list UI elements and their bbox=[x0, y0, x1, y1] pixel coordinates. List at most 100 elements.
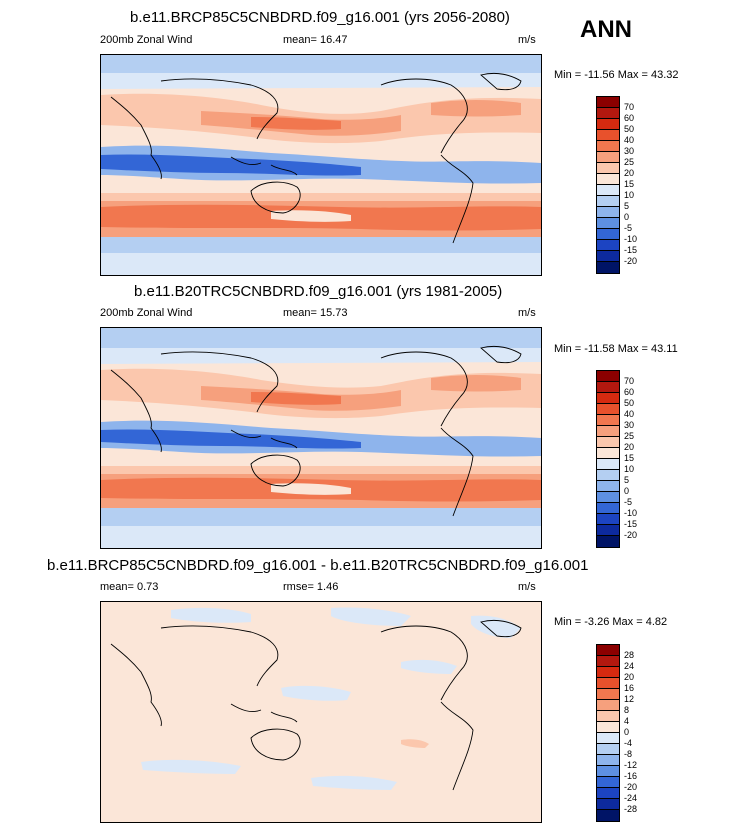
panel3-anomaly-1 bbox=[171, 607, 251, 623]
colorbar-tick-label: 10 bbox=[624, 464, 635, 474]
panel1-map-plot bbox=[101, 55, 541, 275]
colorbar-tick-label: 60 bbox=[624, 387, 635, 397]
colorbar-swatch bbox=[597, 777, 619, 788]
panel1-subpolar-band bbox=[101, 73, 541, 89]
panel2-variable-label: 200mb Zonal Wind bbox=[100, 307, 193, 319]
colorbar-swatch bbox=[597, 481, 619, 492]
panel3-anomaly-6 bbox=[141, 759, 241, 774]
panel2-subpolar-band bbox=[101, 348, 541, 364]
colorbar-tick-label: 16 bbox=[624, 683, 635, 693]
colorbar-swatch bbox=[597, 229, 619, 240]
colorbar-swatch bbox=[597, 459, 619, 470]
colorbar-tick-label: -20 bbox=[624, 782, 638, 792]
colorbar-swatch bbox=[597, 525, 619, 536]
panel3-coast-africa bbox=[110, 643, 162, 727]
colorbar-tick-label: 0 bbox=[624, 212, 630, 222]
colorbar-tick-label: -12 bbox=[624, 760, 638, 770]
colorbar-tick-label: -28 bbox=[624, 804, 638, 814]
panel1-title: b.e11.BRCP85C5CNBDRD.f09_g16.001 (yrs 20… bbox=[130, 9, 510, 26]
colorbar-swatch bbox=[597, 492, 619, 503]
colorbar-swatch bbox=[597, 108, 619, 119]
panel3-colorbar bbox=[596, 644, 620, 822]
colorbar-tick-label: 50 bbox=[624, 398, 635, 408]
panel2-antarctic-edge bbox=[101, 526, 541, 548]
panel1-minmax: Min = -11.56 Max = 43.32 bbox=[554, 69, 679, 81]
colorbar-tick-label: -5 bbox=[624, 497, 633, 507]
colorbar-swatch bbox=[597, 97, 619, 108]
panel2-colorbar bbox=[596, 370, 620, 548]
colorbar-tick-label: 70 bbox=[624, 376, 635, 386]
colorbar-swatch bbox=[597, 130, 619, 141]
colorbar-swatch bbox=[597, 163, 619, 174]
colorbar-tick-label: 0 bbox=[624, 486, 630, 496]
colorbar-swatch bbox=[597, 711, 619, 722]
colorbar-tick-label: 20 bbox=[624, 672, 635, 682]
colorbar-swatch bbox=[597, 470, 619, 481]
colorbar-tick-label: -10 bbox=[624, 234, 638, 244]
colorbar-swatch bbox=[597, 788, 619, 799]
colorbar-tick-label: 70 bbox=[624, 102, 635, 112]
panel2-tropical-easterlies-core bbox=[101, 429, 361, 449]
panel3-coastlines bbox=[110, 619, 522, 791]
colorbar-tick-label: 28 bbox=[624, 650, 635, 660]
colorbar-tick-label: 0 bbox=[624, 727, 630, 737]
panel1-coast-south-america bbox=[440, 154, 474, 244]
colorbar-tick-label: -15 bbox=[624, 519, 638, 529]
panel2-coast-south-america bbox=[440, 427, 474, 517]
colorbar-swatch bbox=[597, 689, 619, 700]
colorbar-tick-label: 25 bbox=[624, 431, 635, 441]
panel1-tropical-easterlies-core bbox=[101, 154, 361, 176]
colorbar-swatch bbox=[597, 448, 619, 459]
colorbar-swatch bbox=[597, 196, 619, 207]
colorbar-tick-label: -16 bbox=[624, 771, 638, 781]
panel3-anomaly-5 bbox=[401, 659, 457, 674]
panel3-anomaly-4 bbox=[281, 685, 351, 701]
panel2-coast-indonesia bbox=[230, 429, 298, 449]
colorbar-swatch bbox=[597, 426, 619, 437]
panel1-coast-asia bbox=[160, 78, 279, 140]
colorbar-swatch bbox=[597, 141, 619, 152]
colorbar-swatch bbox=[597, 667, 619, 678]
colorbar-swatch bbox=[597, 799, 619, 810]
colorbar-tick-label: 24 bbox=[624, 661, 635, 671]
panel2-coast-africa bbox=[110, 369, 162, 453]
panel3-background-field bbox=[101, 602, 541, 822]
colorbar-swatch bbox=[597, 207, 619, 218]
panel2-nh-jet-core bbox=[251, 392, 341, 405]
panel1-colorbar bbox=[596, 96, 620, 274]
panel1-map bbox=[100, 54, 542, 276]
panel1-coast-africa bbox=[110, 96, 162, 180]
panel1-sh-jet-edge bbox=[101, 193, 541, 201]
panel1-coast-greenland bbox=[480, 72, 522, 91]
colorbar-tick-label: -10 bbox=[624, 508, 638, 518]
colorbar-tick-label: 15 bbox=[624, 179, 635, 189]
colorbar-tick-label: 5 bbox=[624, 201, 630, 211]
panel3-mean-label: mean= 0.73 bbox=[100, 581, 159, 593]
colorbar-swatch bbox=[597, 251, 619, 262]
panel3-coast-indonesia bbox=[230, 703, 298, 723]
panel1-units-label: m/s bbox=[518, 34, 536, 46]
colorbar-tick-label: -24 bbox=[624, 793, 638, 803]
panel1-mean-label: mean= 16.47 bbox=[283, 34, 348, 46]
colorbar-swatch bbox=[597, 437, 619, 448]
colorbar-tick-label: 20 bbox=[624, 442, 635, 452]
colorbar-tick-label: 40 bbox=[624, 409, 635, 419]
colorbar-tick-label: -20 bbox=[624, 256, 638, 266]
panel3-coast-australia bbox=[250, 728, 301, 761]
colorbar-tick-label: -5 bbox=[624, 223, 633, 233]
colorbar-tick-label: -20 bbox=[624, 530, 638, 540]
panel2-coast-north-america bbox=[380, 351, 468, 427]
panel1-coast-indonesia bbox=[230, 156, 298, 176]
colorbar-swatch bbox=[597, 744, 619, 755]
colorbar-swatch bbox=[597, 722, 619, 733]
colorbar-tick-label: 25 bbox=[624, 157, 635, 167]
colorbar-swatch bbox=[597, 382, 619, 393]
colorbar-tick-label: 8 bbox=[624, 705, 630, 715]
panel2-map bbox=[100, 327, 542, 549]
panel2-polar-band bbox=[101, 328, 541, 348]
colorbar-swatch bbox=[597, 766, 619, 777]
colorbar-tick-label: 40 bbox=[624, 135, 635, 145]
colorbar-swatch bbox=[597, 678, 619, 689]
panel1-coast-north-america bbox=[380, 78, 468, 154]
colorbar-swatch bbox=[597, 174, 619, 185]
